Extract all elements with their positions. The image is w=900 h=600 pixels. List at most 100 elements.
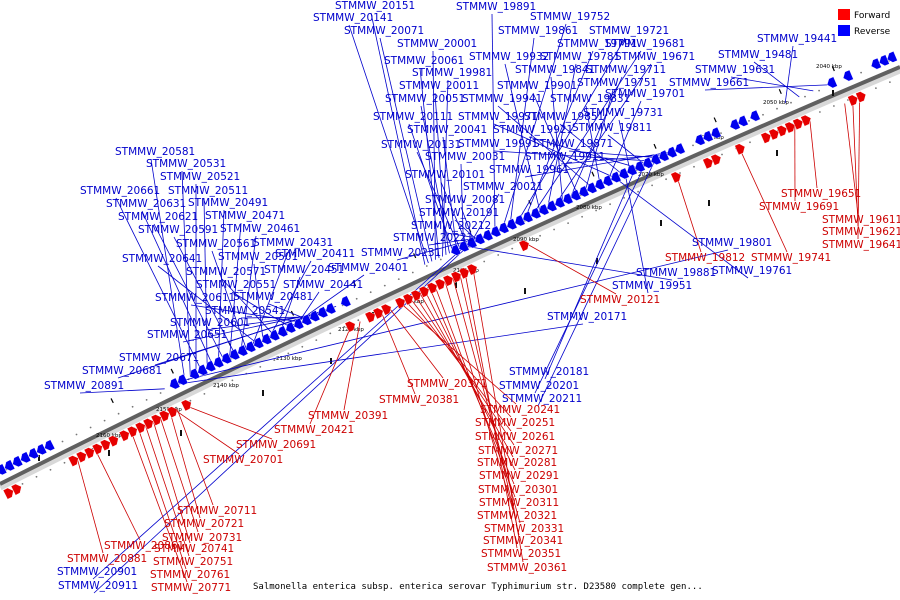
gene-label: STMMW_20151 xyxy=(335,0,415,12)
reverse-gene-arrow xyxy=(594,178,606,191)
gene-label: STMMW_20171 xyxy=(547,311,627,323)
gene-label: STMMW_20581 xyxy=(115,146,195,158)
gene-label: STMMW_20121 xyxy=(580,294,660,306)
gene-label: STMMW_19681 xyxy=(605,38,685,50)
gene-label: STMMW_20011 xyxy=(399,80,479,92)
label-leader-line xyxy=(493,123,616,179)
scale-dot xyxy=(231,379,234,382)
scale-dot xyxy=(665,178,667,181)
scale-dot xyxy=(721,153,723,156)
gene-label: STMMW_19941 xyxy=(462,93,542,105)
reverse-gene-arrow xyxy=(36,443,48,456)
scale-dot xyxy=(103,419,106,422)
label-leader-line xyxy=(618,119,631,172)
reverse-gene-arrow xyxy=(506,218,518,230)
label-leader-line xyxy=(370,12,426,265)
label-leader-line xyxy=(348,24,429,264)
scale-dot xyxy=(497,254,500,256)
reverse-gene-arrow xyxy=(642,156,654,169)
label-leader-line xyxy=(416,151,461,249)
gene-label: STMMW_20481 xyxy=(233,291,313,303)
reverse-gene-arrow xyxy=(602,174,614,187)
label-leader-line xyxy=(141,210,214,366)
label-leader-line xyxy=(491,13,496,233)
gene-label: STMMW_20641 xyxy=(122,253,202,265)
label-leader-line xyxy=(175,409,240,455)
label-leader-line xyxy=(182,311,325,343)
scale-dot xyxy=(117,412,120,415)
gene-label: STMMW_20551 xyxy=(196,279,276,291)
axis-tick-label: 2160 kbp xyxy=(96,433,122,439)
scale-dot xyxy=(720,132,722,135)
label-leader-line xyxy=(550,76,563,202)
gene-label: STMMW_20141 xyxy=(313,12,393,24)
axis-tick-mark xyxy=(170,368,174,374)
gene-label: STMMW_19441 xyxy=(757,33,837,45)
scale-dot xyxy=(581,215,583,218)
gene-label: STMMW_20391 xyxy=(308,410,388,422)
gene-label: STMMW_19701 xyxy=(605,88,685,100)
label-leader-line xyxy=(419,67,440,259)
label-leader-line xyxy=(432,50,436,260)
gene-label: STMMW_19791 xyxy=(557,38,637,50)
reverse-gene-arrow xyxy=(546,200,558,212)
track-marker xyxy=(38,455,40,461)
gene-label: STMMW_20301 xyxy=(478,484,558,496)
reverse-gene-arrow xyxy=(309,310,321,322)
gene-label: STMMW_20701 xyxy=(203,454,283,466)
label-leader-line xyxy=(137,428,187,570)
scale-dot xyxy=(692,144,694,147)
label-leader-line xyxy=(524,150,676,178)
label-leader-line xyxy=(624,173,649,294)
scale-dot xyxy=(567,222,569,225)
axis-tick-label: 2070 kbp xyxy=(638,172,664,178)
label-leader-line xyxy=(309,325,352,425)
forward-gene-arrow xyxy=(434,278,446,291)
scale-dot xyxy=(425,265,428,267)
label-leader-line xyxy=(380,311,416,395)
label-leader-line xyxy=(585,105,601,185)
scale-dot xyxy=(847,99,849,101)
reverse-gene-arrow xyxy=(245,340,257,353)
gene-label: STMMW_20731 xyxy=(162,532,242,544)
gene-label: STMMW_20651 xyxy=(147,329,227,341)
forward-gene-arrow xyxy=(344,320,356,333)
forward-gene-arrow xyxy=(10,483,22,496)
reverse-gene-arrow xyxy=(450,244,462,256)
forward-gene-arrow xyxy=(180,399,192,412)
gene-label: STMMW_19752 xyxy=(530,11,610,23)
gene-label: STMMW_19671 xyxy=(615,51,695,63)
reverse-gene-arrow xyxy=(490,225,502,238)
gene-label: STMMW_20631 xyxy=(106,198,186,210)
gene-label: STMMW_20761 xyxy=(150,569,230,581)
label-leader-line xyxy=(251,249,290,347)
reverse-gene-arrow xyxy=(253,336,265,349)
label-leader-line xyxy=(444,281,514,511)
forward-gene-arrow xyxy=(792,118,804,130)
axis-tick-mark xyxy=(653,143,657,149)
gene-label: STMMW_20311 xyxy=(479,497,559,509)
legend-forward-swatch xyxy=(838,9,850,20)
scale-dot xyxy=(637,190,639,193)
reverse-gene-arrow xyxy=(340,295,352,308)
track-marker xyxy=(832,90,834,96)
scale-dot xyxy=(790,101,792,104)
forward-gene-arrow xyxy=(442,274,454,287)
gene-label: STMMW_20531 xyxy=(146,158,226,170)
label-leader-line xyxy=(584,89,614,192)
gene-label: STMMW_20571 xyxy=(186,266,266,278)
reverse-gene-arrow xyxy=(702,130,714,143)
reverse-gene-arrow xyxy=(634,160,646,173)
reverse-gene-arrow xyxy=(28,447,40,460)
label-leader-line xyxy=(676,176,702,253)
track-marker xyxy=(660,220,662,226)
gene-label: STMMW_20421 xyxy=(274,424,354,436)
label-leader-line xyxy=(169,412,201,519)
gene-label: STMMW_20331 xyxy=(484,523,564,535)
genome-caption: Salmonella enterica subsp. enterica sero… xyxy=(253,582,703,592)
gene-label: STMMW_20221 xyxy=(393,232,473,244)
scale-dot xyxy=(411,271,414,274)
scale-dot xyxy=(355,297,358,300)
forward-gene-arrow xyxy=(394,297,406,309)
reverse-gene-arrow xyxy=(710,126,722,139)
